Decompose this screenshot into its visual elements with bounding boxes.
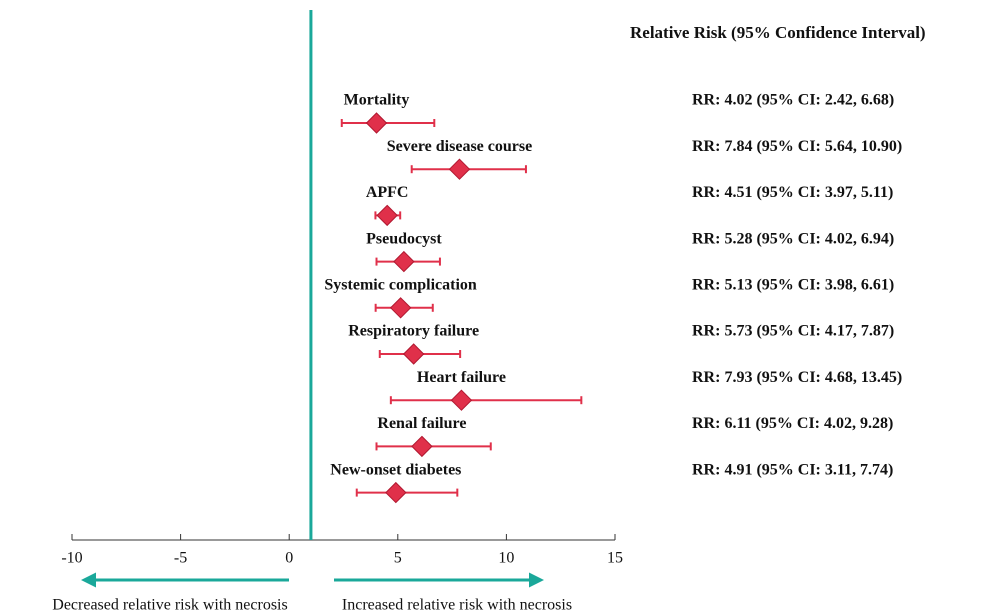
x-tick-label: 15	[607, 550, 623, 567]
point-marker	[385, 481, 407, 504]
point-marker	[411, 435, 433, 458]
category-label: Heart failure	[417, 369, 506, 386]
category-label: Mortality	[344, 92, 410, 109]
value-label: RR: 4.51 (95% CI: 3.97, 5.11)	[692, 184, 893, 201]
x-tick-label: 10	[498, 550, 514, 567]
category-label: APFC	[366, 184, 409, 201]
x-tick-label: -10	[61, 550, 82, 567]
category-label: New-onset diabetes	[330, 461, 461, 478]
category-label: Respiratory failure	[348, 323, 479, 340]
value-label: RR: 7.93 (95% CI: 4.68, 13.45)	[692, 369, 902, 386]
point-marker	[389, 297, 412, 319]
x-tick-label: 0	[285, 550, 293, 567]
value-label: RR: 6.11 (95% CI: 4.02, 9.28)	[692, 415, 893, 432]
annotation: Decreased relative risk with necrosis	[52, 597, 287, 614]
point-marker	[365, 112, 388, 134]
x-tick-label: -5	[174, 550, 187, 567]
chart-title: Relative Risk (95% Confidence Interval)	[630, 23, 926, 42]
annotation: Increased relative risk with necrosis	[342, 597, 572, 614]
point-marker	[402, 343, 425, 365]
category-label: Severe disease course	[387, 138, 532, 155]
point-marker	[450, 389, 473, 411]
point-marker	[448, 158, 471, 180]
value-label: RR: 7.84 (95% CI: 5.64, 10.90)	[692, 138, 902, 155]
value-label: RR: 5.13 (95% CI: 3.98, 6.61)	[692, 276, 894, 293]
value-label: RR: 4.02 (95% CI: 2.42, 6.68)	[692, 92, 894, 109]
category-label: Pseudocyst	[366, 230, 442, 247]
point-marker	[393, 250, 415, 273]
category-label: Renal failure	[377, 415, 466, 432]
value-label: RR: 5.73 (95% CI: 4.17, 7.87)	[692, 323, 894, 340]
x-tick-label: 5	[394, 550, 402, 567]
point-marker	[376, 204, 398, 227]
value-label: RR: 4.91 (95% CI: 3.11, 7.74)	[692, 461, 893, 478]
value-label: RR: 5.28 (95% CI: 4.02, 6.94)	[692, 230, 894, 247]
category-label: Systemic complication	[324, 276, 477, 293]
